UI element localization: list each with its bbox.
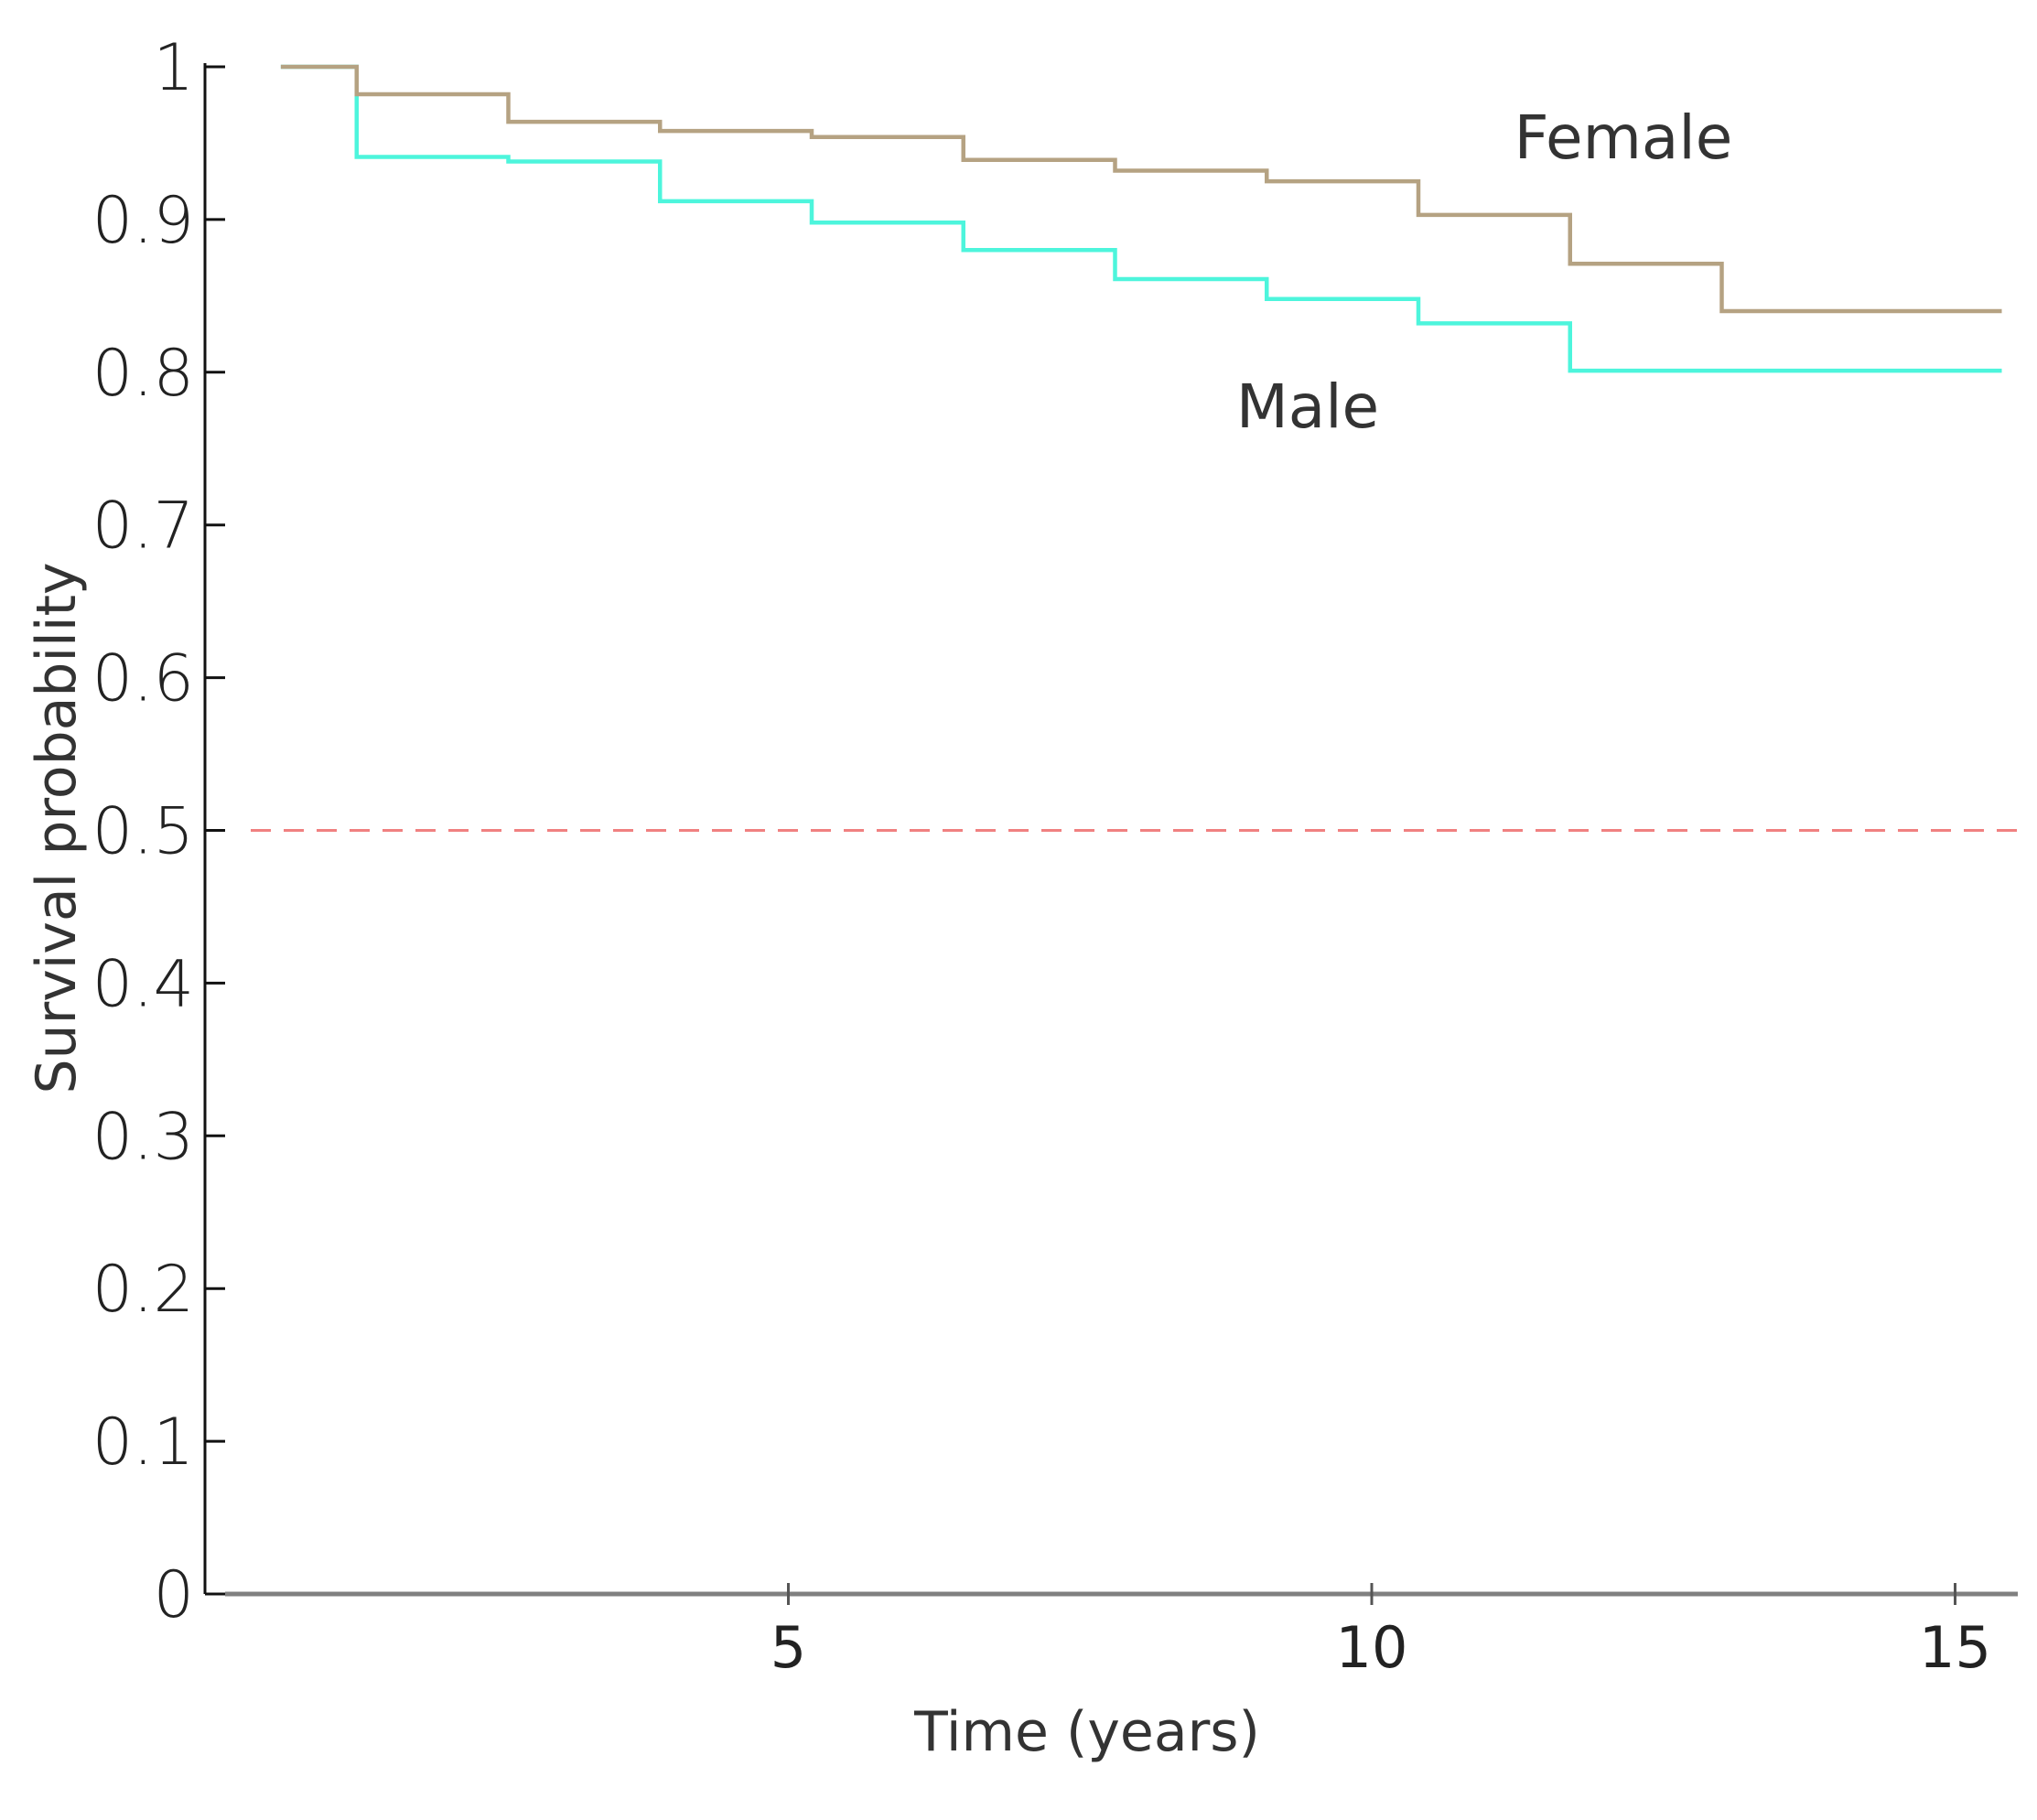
- y-tick-label: 0: [153, 1557, 194, 1632]
- y-tick-label: 0.6: [92, 641, 194, 716]
- y-tick-label: 0.2: [92, 1252, 194, 1327]
- series-layer: [280, 64, 2002, 373]
- series-line-female: [280, 64, 2002, 314]
- x-axis-title: Time (years): [913, 1700, 1260, 1764]
- series-line-male: [280, 64, 2002, 373]
- x-tick-label: 10: [1336, 1614, 1408, 1681]
- y-tick-label: 0.3: [92, 1099, 194, 1174]
- y-tick-label: 0.5: [92, 794, 194, 869]
- y-tick-label: 0.8: [92, 336, 194, 411]
- axes-layer: 00.10.20.30.40.50.60.70.80.915 10 15: [92, 30, 2018, 1681]
- x-tick-label: 15: [1919, 1614, 1991, 1681]
- y-axis-title: Survival probability: [25, 562, 89, 1093]
- x-tick-label: 5: [771, 1614, 806, 1681]
- y-tick-label: 0.4: [92, 946, 194, 1021]
- y-tick-label: 0.9: [92, 183, 194, 258]
- y-tick-label: 0.7: [92, 489, 194, 564]
- y-tick-label: 0.1: [92, 1405, 194, 1480]
- series-label-female: Female: [1514, 102, 1733, 173]
- y-tick-label: 1: [153, 30, 194, 105]
- series-label-male: Male: [1236, 372, 1379, 442]
